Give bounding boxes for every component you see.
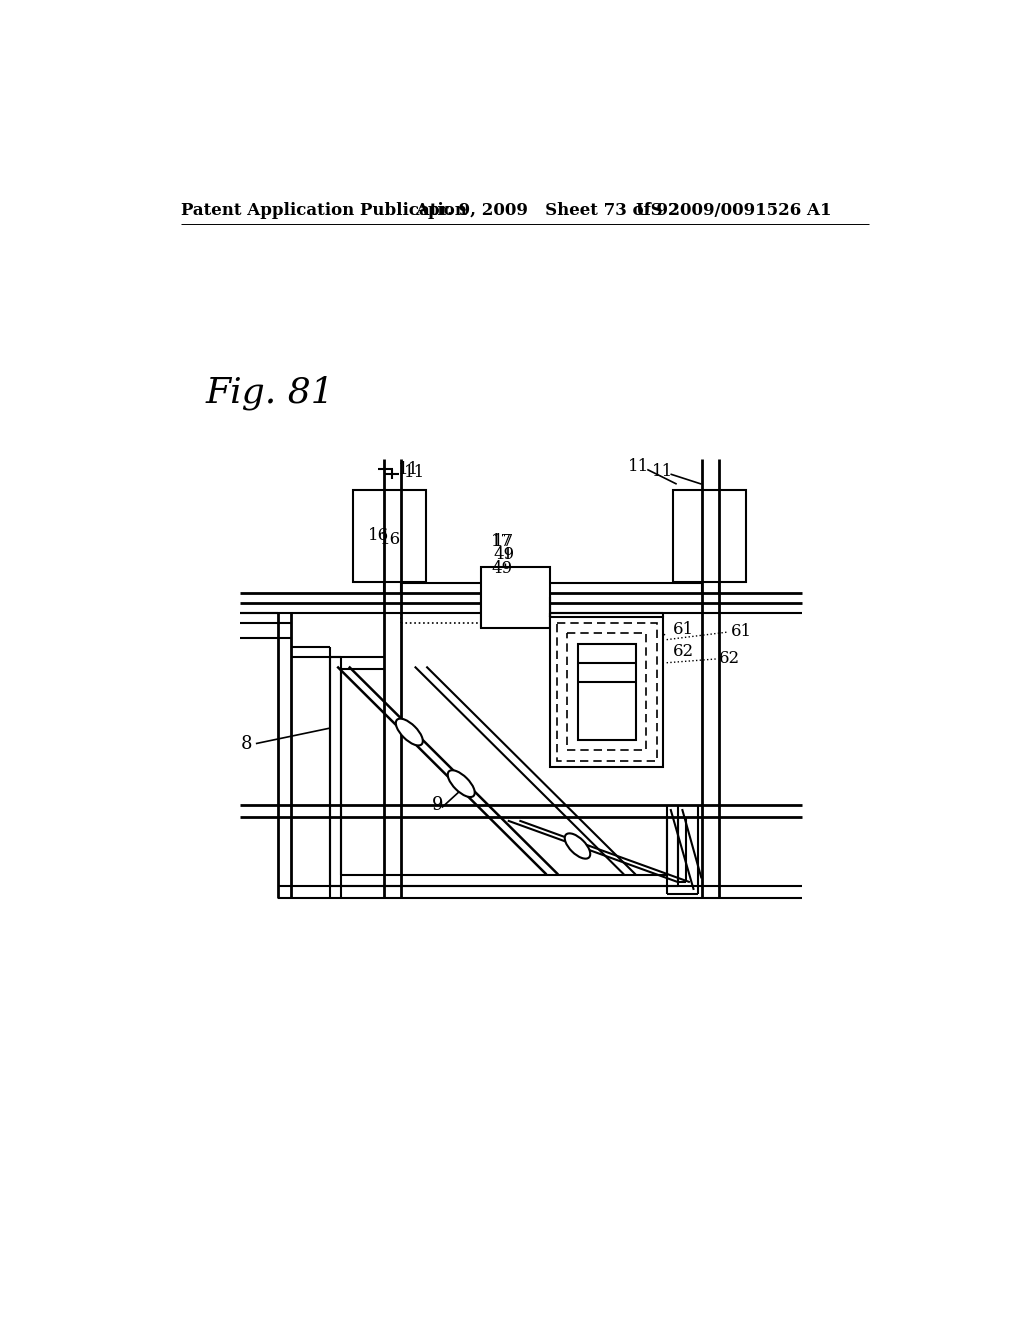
Text: 9: 9	[432, 796, 443, 814]
Bar	[480, 566, 550, 628]
Text: 49: 49	[493, 546, 514, 564]
Text: 17: 17	[490, 533, 512, 550]
Text: 11: 11	[397, 461, 419, 478]
Text: 62: 62	[719, 651, 740, 668]
Bar	[578, 644, 636, 739]
Bar	[673, 490, 746, 582]
Text: 17: 17	[493, 533, 514, 550]
Text: 62: 62	[673, 643, 694, 660]
Text: 8: 8	[241, 735, 252, 752]
Text: Patent Application Publication: Patent Application Publication	[180, 202, 467, 219]
Ellipse shape	[565, 833, 590, 859]
Text: Fig. 81: Fig. 81	[206, 376, 334, 411]
Text: 49: 49	[490, 560, 512, 577]
Ellipse shape	[447, 771, 475, 797]
Text: 61: 61	[731, 623, 752, 640]
Bar	[550, 616, 663, 767]
Text: 11: 11	[628, 458, 649, 475]
Text: Apr. 9, 2009   Sheet 73 of 92: Apr. 9, 2009 Sheet 73 of 92	[415, 202, 679, 219]
Ellipse shape	[396, 718, 423, 746]
Text: 61: 61	[673, 622, 694, 638]
Text: 16: 16	[368, 527, 389, 544]
Text: 11: 11	[651, 462, 673, 479]
Bar	[567, 634, 646, 750]
Text: 16: 16	[380, 531, 401, 548]
Text: US 2009/0091526 A1: US 2009/0091526 A1	[636, 202, 831, 219]
Text: 11: 11	[403, 465, 425, 480]
Bar	[352, 490, 426, 582]
Bar	[557, 623, 656, 760]
